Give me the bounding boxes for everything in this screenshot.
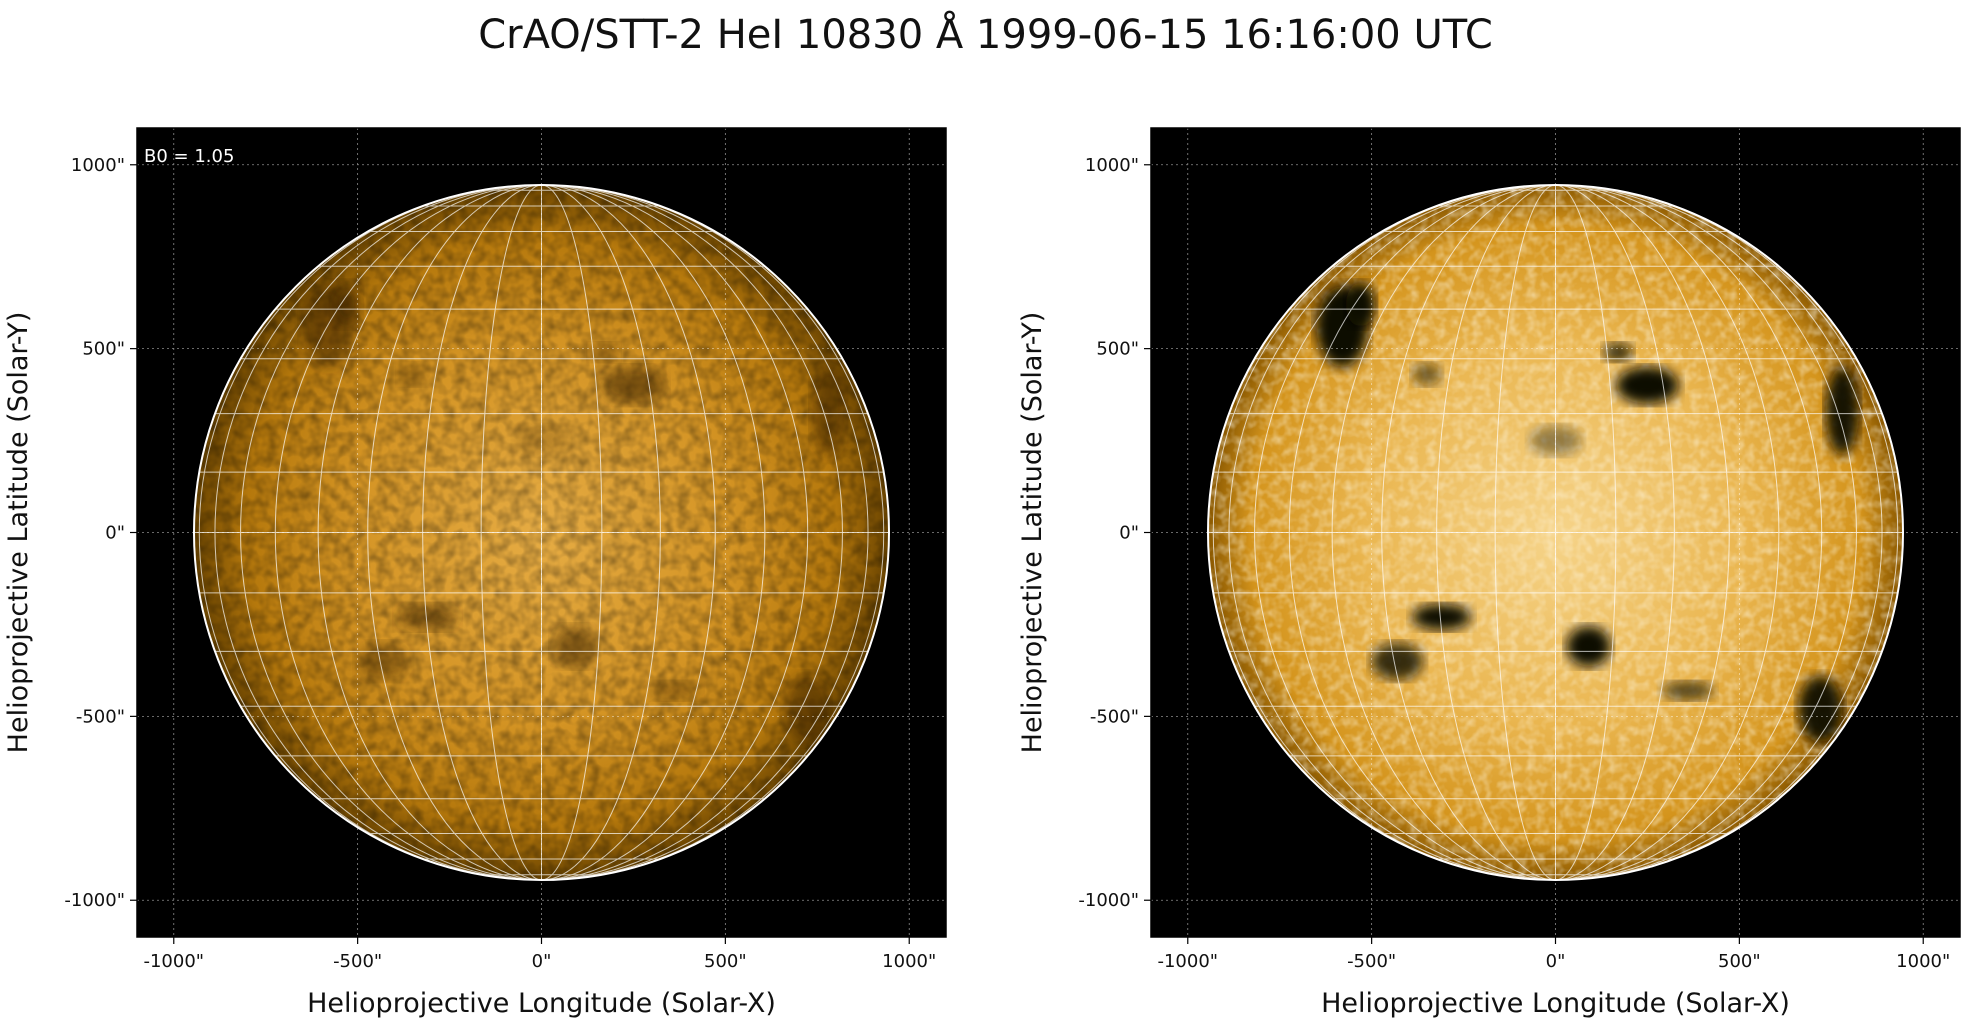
dark-feature — [1412, 363, 1442, 386]
figure-title: CrAO/STT-2 HeI 10830 Å 1999-06-15 16:16:… — [478, 12, 1493, 58]
dark-feature — [398, 363, 428, 386]
longitude-line — [541, 184, 661, 881]
dark-feature — [648, 681, 700, 700]
longitude-line — [541, 184, 766, 881]
dark-feature — [1825, 367, 1859, 456]
dark-feature — [552, 626, 597, 667]
dark-feature — [1371, 642, 1424, 680]
longitude-line — [541, 184, 716, 881]
dark-feature — [1616, 367, 1679, 404]
longitude-line — [1555, 184, 1617, 881]
y-axis-label: Helioprojective Latitude (Solar-Y) — [1017, 312, 1048, 754]
longitude-line — [1555, 184, 1675, 881]
dark-feature — [1798, 675, 1843, 743]
x-axis-label: Helioprojective Longitude (Solar-X) — [1321, 988, 1790, 1019]
x-tick-label: 500" — [704, 951, 747, 972]
longitude-line — [1254, 184, 1556, 881]
x-tick-label: -500" — [333, 951, 382, 972]
y-tick-label: -500" — [1090, 706, 1139, 727]
dark-feature — [784, 675, 829, 743]
dark-feature — [1412, 604, 1471, 630]
longitude-line — [198, 184, 542, 881]
y-tick-label: -1000" — [1078, 890, 1139, 911]
dark-feature — [398, 604, 457, 630]
dark-feature — [589, 343, 619, 362]
longitude-line — [480, 184, 542, 881]
panel-left: -1000" -500" 0" 500" 1000" 1000" 500" 0" -500" -1… — [3, 127, 947, 1019]
dark-feature — [1566, 626, 1611, 667]
y-tick-label: 500" — [82, 339, 125, 360]
dark-feature — [1345, 282, 1376, 327]
longitude-line — [214, 184, 542, 881]
x-tick-label: -1000" — [1157, 951, 1218, 972]
panel-right: -1000" -500" 0" 500" 1000" 1000" 500" 0" -500" -1… — [1017, 127, 1961, 1019]
x-tick-label: 1000" — [882, 951, 936, 972]
y-tick-label: 1000" — [1085, 155, 1139, 176]
dark-feature — [357, 642, 410, 680]
dark-feature — [1662, 681, 1714, 700]
longitude-line — [240, 184, 542, 881]
y-tick-label: 0" — [1119, 523, 1139, 544]
dark-feature — [811, 367, 845, 456]
dark-feature — [1603, 343, 1633, 362]
b0-annotation: B0 = 1.05 — [144, 146, 234, 167]
y-tick-label: -1000" — [64, 890, 125, 911]
longitude-line — [1555, 184, 1730, 881]
x-axis-label: Helioprojective Longitude (Solar-X) — [307, 988, 776, 1019]
longitude-line — [1228, 184, 1556, 881]
y-tick-label: 500" — [1096, 339, 1139, 360]
longitude-line — [274, 184, 542, 881]
longitude-line — [1288, 184, 1556, 881]
y-tick-label: 1000" — [71, 155, 125, 176]
longitude-line — [1555, 184, 1780, 881]
y-tick-label: 0" — [105, 523, 125, 544]
dark-feature — [602, 367, 665, 404]
longitude-line — [1212, 184, 1556, 881]
x-tick-label: 500" — [1718, 951, 1761, 972]
x-tick-label: -1000" — [143, 951, 204, 972]
x-tick-label: 0" — [532, 951, 552, 972]
y-tick-label: -500" — [76, 706, 125, 727]
longitude-line — [541, 184, 603, 881]
longitude-line — [1494, 184, 1556, 881]
x-tick-label: 1000" — [1896, 951, 1950, 972]
y-axis-label: Helioprojective Latitude (Solar-Y) — [3, 312, 34, 754]
x-tick-label: -500" — [1347, 951, 1396, 972]
dark-feature — [331, 282, 362, 327]
x-tick-label: 0" — [1546, 951, 1566, 972]
